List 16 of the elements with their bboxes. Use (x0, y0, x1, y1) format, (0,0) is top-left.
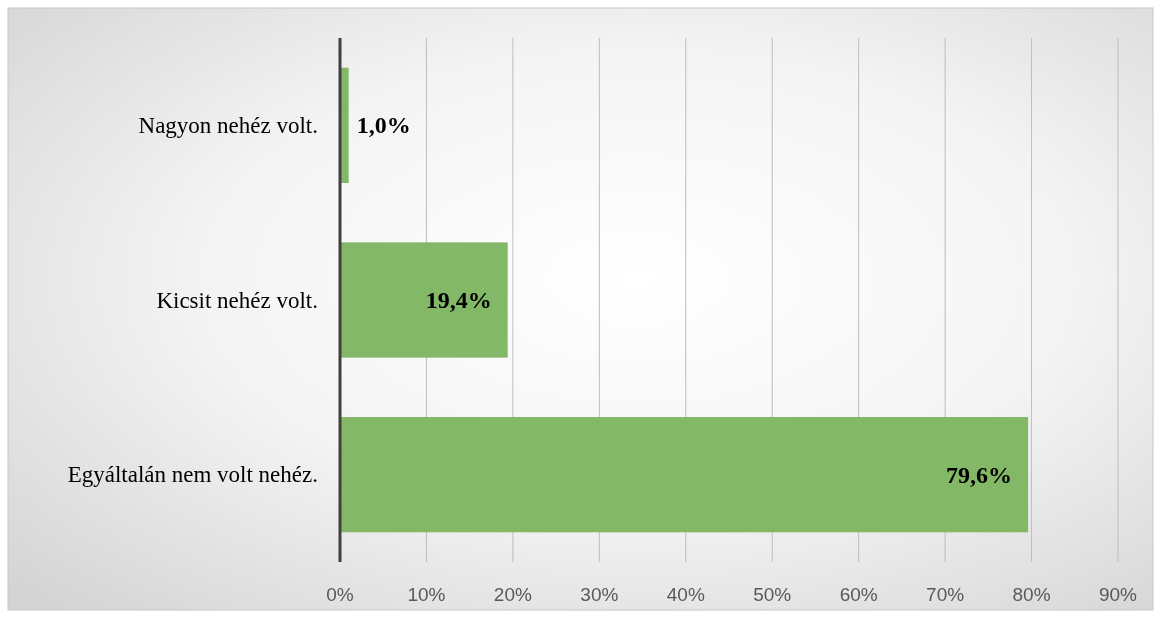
x-tick-label: 80% (1012, 583, 1051, 605)
data-label: 1,0% (356, 112, 411, 139)
x-tick-label: 30% (580, 583, 619, 605)
x-tick-label: 90% (1098, 583, 1138, 605)
y-tick-label: Egyáltalán nem volt nehéz. (67, 462, 318, 488)
x-tick-label: 10% (407, 583, 446, 605)
x-tick-label: 20% (493, 583, 533, 605)
y-tick-label: Kicsit nehéz volt. (156, 287, 318, 313)
x-tick-label: 50% (753, 583, 792, 605)
y-tick-label: Nagyon nehéz volt. (138, 112, 318, 138)
x-tick-label: 0% (326, 583, 354, 605)
data-label: 19,4% (425, 287, 492, 313)
data-label: 79,6% (946, 461, 1013, 488)
x-tick-label: 70% (926, 583, 965, 605)
x-tick-label: 40% (666, 583, 705, 605)
x-tick-label: 60% (839, 583, 878, 605)
